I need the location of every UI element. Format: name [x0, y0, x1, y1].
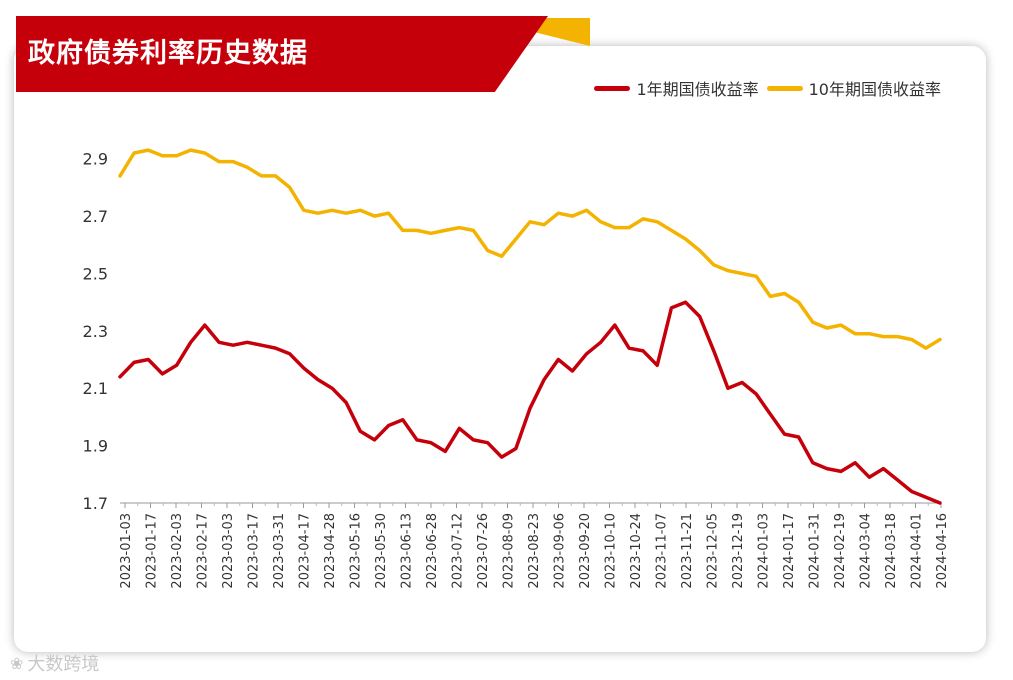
series-line-0	[118, 300, 942, 505]
watermark-text: 大数跨境	[27, 654, 100, 675]
x-tick-label-22: 2023-11-21	[680, 513, 695, 589]
x-tick-label-12: 2023-06-28	[425, 513, 440, 589]
x-tick-label-5: 2023-03-17	[247, 513, 262, 589]
x-tick-label-29: 2024-03-04	[859, 513, 874, 589]
x-tick-label-8: 2023-04-28	[323, 513, 338, 589]
x-tick-label-7: 2023-04-17	[298, 513, 313, 589]
y-tick-label-4: 2.5	[83, 264, 108, 283]
x-tick-label-19: 2023-10-10	[604, 513, 619, 589]
x-tick-label-18: 2023-09-20	[578, 513, 593, 589]
watermark-logo-icon: ❀	[10, 653, 24, 673]
y-tick-label-3: 2.3	[83, 322, 108, 341]
x-tick-label-2: 2023-02-03	[170, 513, 185, 589]
legend-swatch-10y	[766, 85, 803, 91]
x-tick-label-14: 2023-07-26	[476, 513, 491, 589]
x-tick-label-13: 2023-07-12	[451, 513, 466, 589]
x-tick-label-21: 2023-11-07	[655, 513, 670, 589]
x-tick-label-9: 2023-05-16	[349, 513, 364, 589]
chart-title: 政府债券利率历史数据	[28, 38, 308, 69]
series-line-1	[118, 148, 942, 350]
x-tick-label-27: 2024-01-31	[808, 513, 823, 589]
x-tick-label-23: 2023-12-05	[706, 513, 721, 589]
x-tick-label-24: 2023-12-19	[731, 513, 746, 589]
title-banner	[16, 16, 548, 92]
x-tick-label-28: 2024-02-19	[833, 513, 848, 589]
x-tick-label-30: 2024-03-18	[884, 513, 899, 589]
x-tick-label-32: 2024-04-16	[935, 513, 950, 589]
x-tick-label-1: 2023-01-17	[145, 513, 160, 589]
legend-item-10y[interactable]: 10年期国债收益率	[766, 76, 941, 100]
legend-label-10y: 10年期国债收益率	[808, 80, 941, 99]
legend: 1年期国债收益率 10年期国债收益率	[586, 76, 941, 100]
legend-item-1y[interactable]: 1年期国债收益率	[594, 76, 759, 100]
x-tick-label-6: 2023-03-31	[272, 513, 287, 589]
x-tick-label-31: 2024-04-01	[910, 513, 925, 589]
x-tick-label-3: 2023-02-17	[196, 513, 211, 589]
y-tick-label-0: 1.7	[83, 494, 108, 513]
x-tick-label-25: 2024-01-03	[757, 513, 772, 589]
x-tick-label-11: 2023-06-13	[400, 513, 415, 589]
legend-label-1y: 1年期国债收益率	[636, 80, 759, 99]
x-tick-label-4: 2023-03-03	[221, 513, 236, 589]
x-tick-label-26: 2024-01-17	[782, 513, 797, 589]
x-tick-label-0: 2023-01-03	[119, 513, 134, 589]
x-tick-label-17: 2023-09-06	[553, 513, 568, 589]
legend-swatch-1y	[594, 85, 631, 91]
x-tick-label-16: 2023-08-23	[527, 513, 542, 589]
x-tick-label-20: 2023-10-24	[629, 513, 644, 589]
y-tick-label-2: 2.1	[83, 379, 108, 398]
y-tick-label-5: 2.7	[83, 207, 108, 226]
chart-card	[14, 46, 986, 652]
watermark: ❀ 大数跨境	[10, 650, 99, 676]
y-tick-label-1: 1.9	[83, 437, 108, 456]
x-tick-label-15: 2023-08-09	[502, 513, 517, 589]
y-tick-label-6: 2.9	[83, 150, 108, 169]
x-tick-label-10: 2023-05-30	[374, 513, 389, 589]
